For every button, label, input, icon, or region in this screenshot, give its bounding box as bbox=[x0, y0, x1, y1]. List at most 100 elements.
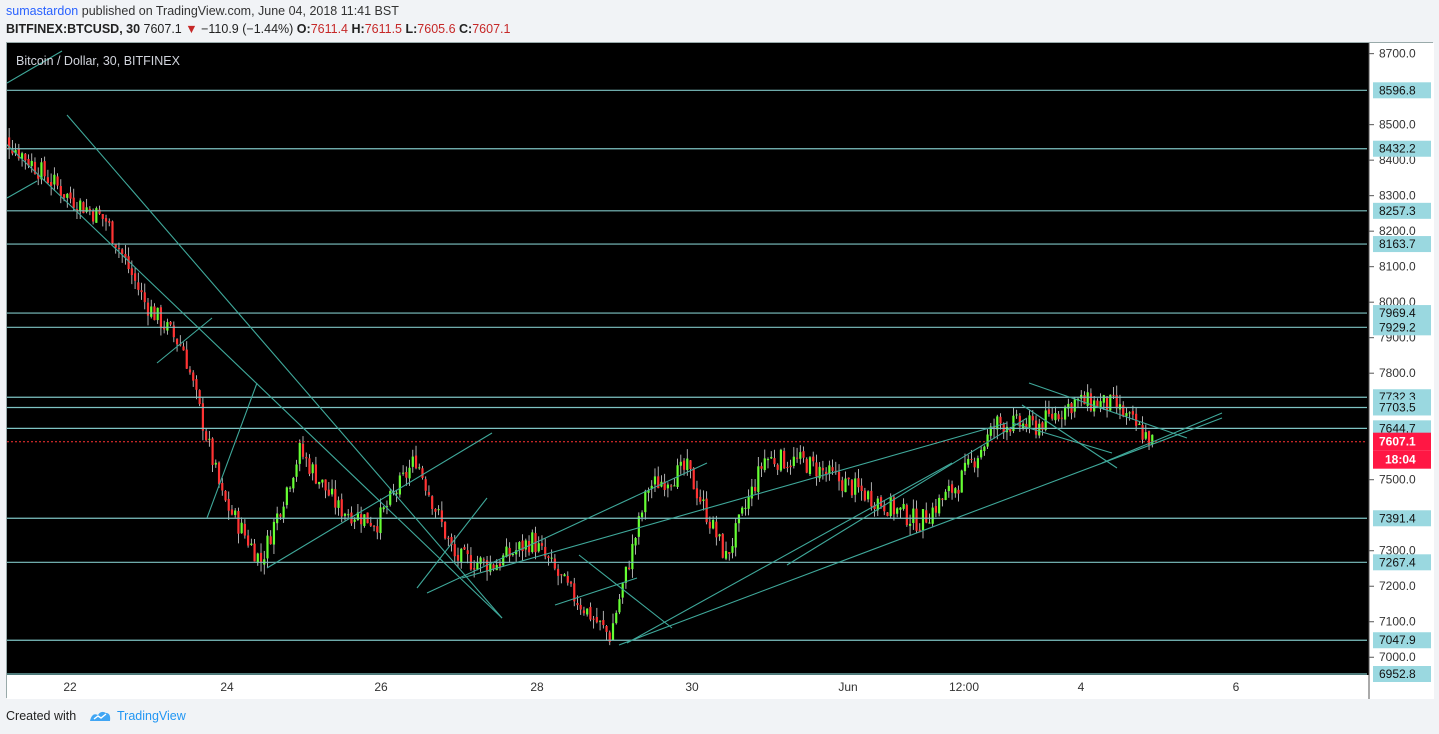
candle-down bbox=[1031, 416, 1034, 421]
candle-down bbox=[101, 214, 104, 219]
candle-down bbox=[456, 554, 460, 561]
candle-up bbox=[637, 516, 640, 537]
candle-up bbox=[502, 555, 505, 566]
down-arrow-icon: ▼ bbox=[185, 22, 198, 36]
candle-down bbox=[340, 499, 343, 517]
candle-up bbox=[634, 538, 637, 546]
candle-down bbox=[789, 465, 792, 468]
trendline bbox=[618, 417, 1223, 646]
candle-down bbox=[33, 161, 37, 174]
level-label-bg bbox=[1373, 236, 1431, 253]
author-link[interactable]: sumastardon bbox=[6, 4, 79, 18]
candle-down bbox=[121, 249, 124, 254]
candle-down bbox=[450, 537, 453, 546]
level-label-bg bbox=[1373, 305, 1431, 322]
candle-down bbox=[850, 480, 854, 496]
candle-up bbox=[889, 496, 892, 516]
candle-down bbox=[414, 455, 418, 469]
candle-down bbox=[608, 632, 611, 642]
candle-up bbox=[14, 150, 17, 154]
candle-up bbox=[337, 500, 340, 508]
candle-up bbox=[79, 200, 82, 211]
candle-up bbox=[640, 512, 644, 518]
candle-down bbox=[92, 210, 95, 222]
candle-up bbox=[653, 476, 657, 485]
x-tick-label: 24 bbox=[220, 680, 234, 694]
candle-up bbox=[1138, 423, 1141, 425]
candle-down bbox=[973, 461, 976, 468]
candle-up bbox=[1109, 394, 1112, 411]
candle-down bbox=[127, 256, 130, 270]
candle-down bbox=[1047, 409, 1051, 414]
candle-down bbox=[547, 556, 550, 558]
candle-up bbox=[960, 470, 963, 493]
candle-down bbox=[46, 177, 49, 183]
candle-up bbox=[986, 434, 989, 447]
candle-down bbox=[327, 489, 330, 496]
price-chart[interactable]: 8700.08500.08400.08300.08200.08100.08000… bbox=[7, 43, 1434, 699]
candle-up bbox=[1128, 412, 1131, 414]
level-label: 7047.9 bbox=[1379, 633, 1416, 647]
candle-up bbox=[166, 322, 169, 331]
tradingview-brand-link[interactable]: TradingView bbox=[117, 709, 186, 723]
candle-down bbox=[569, 581, 573, 584]
candle-down bbox=[269, 536, 272, 545]
candle-up bbox=[418, 467, 421, 469]
candle-up bbox=[954, 488, 957, 494]
candle-up bbox=[318, 481, 321, 485]
candle-down bbox=[1112, 394, 1115, 396]
candle-up bbox=[511, 554, 514, 556]
candle-down bbox=[576, 602, 579, 606]
candle-down bbox=[427, 492, 431, 495]
candle-down bbox=[1009, 428, 1012, 432]
trendline bbox=[461, 422, 1008, 579]
candle-down bbox=[825, 471, 828, 475]
candle-down bbox=[237, 511, 240, 534]
candle-down bbox=[98, 209, 101, 214]
level-label-bg bbox=[1373, 632, 1431, 649]
candle-down bbox=[721, 534, 724, 558]
candle-up bbox=[20, 153, 24, 159]
candle-up bbox=[382, 507, 385, 510]
candle-up bbox=[899, 507, 902, 510]
trendline bbox=[66, 114, 503, 619]
candle-up bbox=[379, 507, 382, 534]
candle-up bbox=[712, 519, 715, 529]
x-tick-label: 26 bbox=[374, 680, 388, 694]
candle-down bbox=[498, 563, 502, 567]
candle-up bbox=[983, 446, 986, 451]
candle-up bbox=[808, 457, 812, 474]
candle-down bbox=[185, 349, 188, 369]
chart-container[interactable]: 8700.0 8500.0 8400.0 8300.0 8200.0 8100.0 8000… bbox=[6, 42, 1434, 699]
trendline bbox=[416, 497, 488, 589]
candle-up bbox=[766, 459, 770, 461]
open-label: O: bbox=[296, 22, 311, 36]
candle-down bbox=[760, 466, 763, 469]
candle-up bbox=[621, 583, 624, 598]
tradingview-logo-icon[interactable] bbox=[88, 709, 112, 723]
candle-up bbox=[298, 442, 301, 464]
candle-up bbox=[980, 449, 983, 458]
candle-down bbox=[247, 535, 250, 546]
publish-line: sumastardon published on TradingView.com… bbox=[6, 4, 399, 18]
level-label: 7969.4 bbox=[1379, 306, 1416, 320]
candle-down bbox=[1096, 400, 1099, 408]
candle-down bbox=[143, 292, 146, 303]
candle-up bbox=[673, 485, 676, 487]
level-label-bg bbox=[1373, 319, 1431, 336]
candle-up bbox=[1067, 403, 1070, 409]
candle-up bbox=[479, 557, 482, 564]
candle-up bbox=[1144, 432, 1147, 439]
candle-down bbox=[521, 540, 524, 552]
trendline bbox=[426, 462, 708, 594]
candle-down bbox=[201, 403, 204, 431]
candle-up bbox=[343, 513, 347, 516]
candle-down bbox=[424, 479, 427, 491]
countdown-label: 18:04 bbox=[1385, 453, 1416, 467]
candle-down bbox=[1070, 403, 1073, 414]
trendline bbox=[156, 317, 213, 364]
candle-down bbox=[1018, 415, 1021, 427]
candle-up bbox=[531, 532, 534, 553]
open-value: 7611.4 bbox=[310, 22, 348, 36]
candle-up bbox=[757, 466, 760, 493]
